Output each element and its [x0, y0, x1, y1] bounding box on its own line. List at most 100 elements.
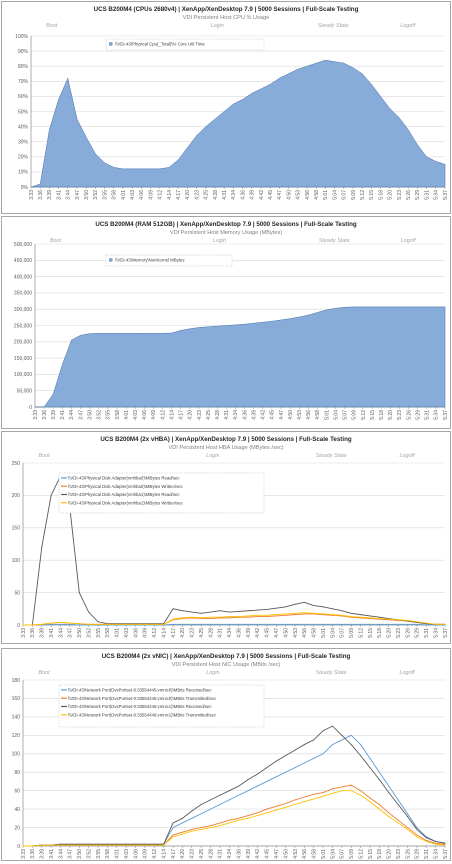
data-point — [78, 844, 80, 846]
x-tick-label: 4:50 — [283, 628, 289, 638]
data-point — [369, 801, 371, 803]
data-point — [285, 606, 287, 608]
data-point — [360, 614, 362, 616]
x-tick-label: 4:01 — [121, 190, 127, 200]
x-tick-label: 3:41 — [56, 190, 62, 200]
data-point — [34, 406, 36, 408]
data-point — [344, 306, 346, 308]
data-point — [41, 623, 43, 625]
x-tick-label: 5:01 — [321, 628, 327, 638]
data-point — [181, 617, 183, 619]
data-point — [294, 804, 296, 805]
data-point — [388, 815, 390, 817]
data-point — [417, 306, 419, 308]
x-tick-label: 4:42 — [255, 628, 261, 638]
data-point — [52, 393, 54, 395]
data-point — [289, 318, 291, 320]
data-point — [426, 306, 428, 308]
data-point — [389, 107, 391, 109]
x-tick-label: 4:50 — [286, 190, 292, 200]
data-point — [200, 612, 202, 614]
data-point — [253, 322, 255, 324]
legend-entry: \\VDI-43\Physical Cpu(_Total)\% Core Uti… — [115, 42, 205, 47]
x-tick-label: 4:12 — [158, 190, 164, 200]
phase-label: Logoff — [400, 23, 415, 29]
data-point — [30, 186, 32, 188]
data-point — [88, 843, 90, 845]
data-point — [397, 822, 399, 824]
data-point — [416, 623, 418, 625]
data-point — [444, 163, 446, 165]
x-tick-label: 4:01 — [115, 849, 121, 859]
data-point — [200, 804, 202, 805]
data-point — [378, 779, 380, 781]
data-point — [360, 794, 362, 796]
data-point — [172, 822, 174, 824]
data-point — [352, 67, 354, 69]
data-point — [288, 73, 290, 75]
data-point — [135, 623, 137, 625]
data-point — [39, 183, 41, 185]
x-tick-label: 3:41 — [60, 410, 66, 420]
data-point — [360, 755, 362, 757]
x-tick-label: 4:12 — [160, 410, 166, 420]
chart-title: UCS B200M4 (RAM 512GB) | XenApp/XenDeskt… — [95, 221, 356, 228]
legend-box — [105, 254, 233, 267]
x-tick-label: 3:55 — [106, 410, 112, 420]
data-point — [444, 842, 446, 844]
data-point — [435, 840, 437, 842]
x-tick-label: 3:55 — [96, 628, 102, 638]
data-point — [350, 734, 352, 736]
data-point — [219, 610, 221, 612]
data-point — [247, 790, 249, 792]
x-tick-label: 4:17 — [171, 628, 177, 638]
data-point — [106, 623, 108, 625]
line-series — [23, 612, 445, 626]
line-series — [23, 474, 445, 626]
data-point — [275, 615, 277, 617]
data-point — [398, 117, 400, 119]
x-tick-label: 5:07 — [340, 849, 346, 859]
data-point — [406, 827, 408, 829]
data-point — [350, 623, 352, 625]
data-point — [242, 98, 244, 100]
data-point — [106, 843, 108, 845]
data-point — [210, 623, 212, 625]
x-tick-label: 5:07 — [342, 190, 348, 200]
x-tick-label: 5:18 — [377, 849, 383, 859]
phase-label: Logoff — [400, 670, 415, 676]
data-point — [444, 844, 446, 846]
x-tick-label: 4:09 — [143, 849, 149, 859]
data-point — [275, 607, 277, 609]
legend-entry: \\VDI-43\Physical Disk Adapter(vmhba0)\M… — [68, 476, 180, 481]
data-point — [425, 624, 427, 626]
x-tick-label: 4:06 — [142, 410, 148, 420]
data-point — [266, 623, 268, 625]
cpu-chart: UCS B200M4 (CPUs 2680v4) | XenApp/XenDes… — [15, 6, 449, 200]
x-tick-label: 4:12 — [152, 849, 158, 859]
data-point — [397, 819, 399, 821]
x-tick-label: 4:28 — [208, 849, 214, 859]
x-tick-label: 4:06 — [133, 849, 139, 859]
x-tick-label: 4:03 — [130, 190, 136, 200]
data-point — [334, 61, 336, 63]
cpu-chart-panel: UCS B200M4 (CPUs 2680v4) | XenApp/XenDes… — [1, 1, 451, 214]
data-point — [388, 792, 390, 794]
data-point — [210, 825, 212, 827]
y-tick-label: 100 — [12, 752, 21, 758]
x-tick-label: 4:39 — [251, 410, 257, 420]
data-point — [135, 843, 137, 845]
data-point — [303, 796, 305, 798]
data-point — [416, 834, 418, 836]
data-point — [172, 836, 174, 838]
x-tick-label: 4:28 — [213, 190, 219, 200]
x-tick-label: 4:12 — [152, 628, 158, 638]
data-point — [189, 328, 191, 330]
x-tick-label: 4:42 — [259, 190, 265, 200]
x-tick-label: 4:28 — [215, 410, 221, 420]
data-point — [181, 833, 183, 835]
data-point — [144, 843, 146, 845]
x-tick-label: 4:45 — [270, 410, 276, 420]
hba-chart: UCS B200M4 (2x vHBA) | XenApp/XenDesktop… — [12, 436, 449, 638]
line-series — [23, 623, 445, 626]
